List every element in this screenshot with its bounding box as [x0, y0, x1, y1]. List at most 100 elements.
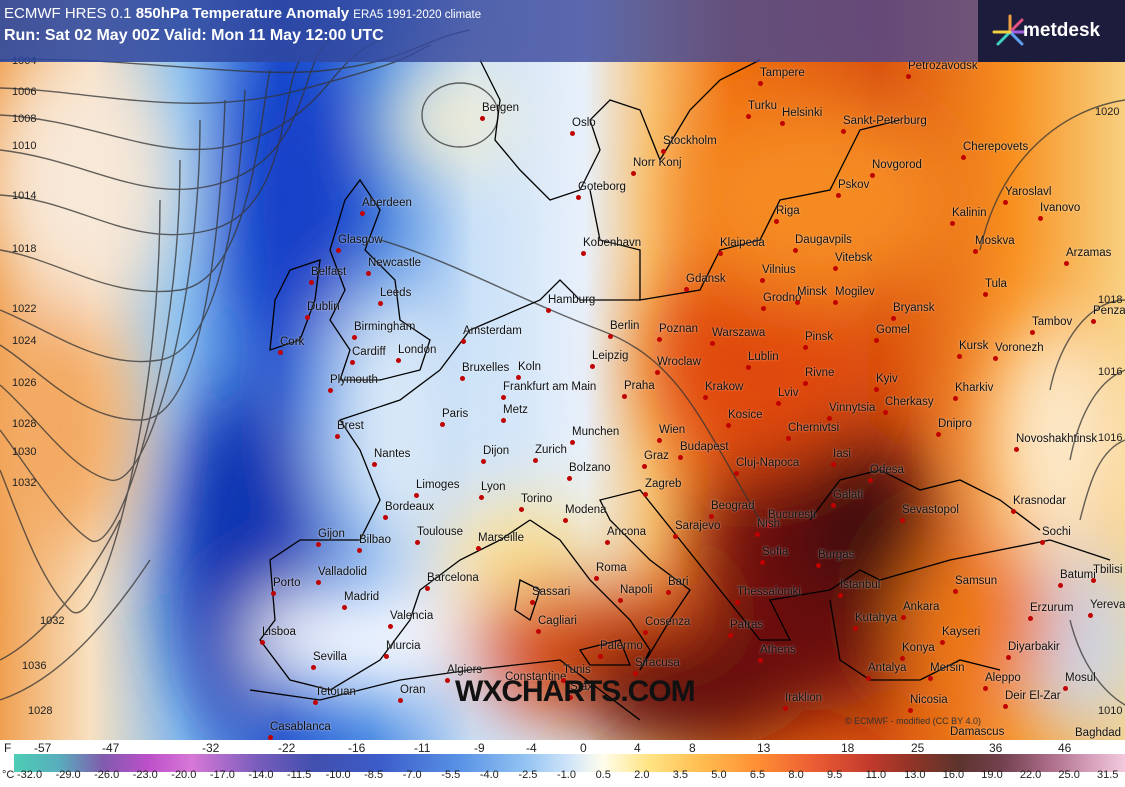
city-dot	[833, 266, 838, 271]
c-label: -4.0	[479, 769, 499, 781]
f-label: -4	[526, 741, 537, 755]
city-label: Tambov	[1032, 316, 1073, 328]
city-label: Galati	[833, 489, 864, 501]
city-label: Murcia	[386, 640, 421, 652]
city-dot	[476, 546, 481, 551]
isobar-label: 1028	[12, 418, 37, 430]
city-dot	[570, 440, 575, 445]
f-label: -47	[102, 741, 120, 755]
city-label: Graz	[644, 450, 669, 462]
c-label: 31.5	[1097, 769, 1119, 781]
city-label: Istanbul	[840, 579, 881, 591]
isobar-label: 1030	[12, 446, 37, 458]
city-dot	[795, 300, 800, 305]
map: Bergen Oslo Stockholm Norr Konj Goteborg Tamp…	[0, 0, 1125, 740]
city-label: Thessaloniki	[737, 586, 801, 598]
city-dot	[868, 478, 873, 483]
city-dot	[608, 334, 613, 339]
city-dot	[536, 629, 541, 634]
city-label: Tetouan	[315, 686, 356, 698]
c-label: -11.5	[287, 769, 312, 781]
city-dot	[961, 155, 966, 160]
f-label: 25	[911, 741, 925, 755]
city-dot	[874, 387, 879, 392]
city-label: Newcastle	[368, 257, 422, 269]
city-label: Vinnytsia	[829, 402, 876, 414]
city-dot	[853, 626, 858, 631]
city-label: Bryansk	[893, 302, 935, 314]
field: 850hPa Temperature Anomaly	[135, 5, 350, 22]
city-label: Krasnodar	[1013, 495, 1067, 507]
city-dot	[1038, 216, 1043, 221]
city-label: Kharkiv	[955, 382, 994, 394]
city-label: Tula	[985, 278, 1007, 290]
city-dot	[357, 548, 362, 553]
city-dot	[388, 624, 393, 629]
colorbar-gradient	[14, 754, 1125, 772]
city-label: Kutahya	[855, 612, 898, 624]
city-label: Wroclaw	[657, 356, 701, 368]
city-label: Iraklion	[785, 692, 823, 704]
c-label: 11.0	[865, 769, 887, 781]
city-dot	[570, 131, 575, 136]
city-label: Bordeaux	[385, 501, 435, 513]
city-dot	[735, 600, 740, 605]
city-label: Yerevan	[1090, 599, 1125, 611]
city-label: Kosice	[728, 409, 763, 421]
city-dot	[335, 434, 340, 439]
city-label: Ancona	[607, 526, 647, 538]
city-label: Beograd	[711, 500, 755, 512]
city-label: Norr Konj	[633, 157, 682, 169]
city-dot	[900, 656, 905, 661]
city-label: Napoli	[620, 584, 653, 596]
city-dot	[783, 706, 788, 711]
city-dot	[567, 476, 572, 481]
city-dot	[940, 640, 945, 645]
city-dot	[581, 251, 586, 256]
city-label: Chernivtsi	[788, 422, 840, 434]
city-dot	[516, 375, 521, 380]
city-dot	[983, 292, 988, 297]
city-dot	[841, 129, 846, 134]
city-dot	[415, 540, 420, 545]
city-label: Diyarbakir	[1008, 641, 1060, 653]
city-dot	[568, 695, 573, 700]
c-label: -14.0	[248, 769, 274, 781]
city-dot	[425, 586, 430, 591]
model: ECMWF HRES 0.1	[4, 5, 132, 22]
city-dot	[1006, 655, 1011, 660]
city-label: Madrid	[344, 591, 380, 603]
isobar-label: 1036	[22, 660, 47, 672]
city-label: Amsterdam	[463, 325, 522, 337]
city-label: Lyon	[481, 481, 506, 493]
isobar-label: 1016	[1098, 432, 1123, 444]
city-dot	[342, 605, 347, 610]
city-dot	[481, 459, 486, 464]
city-label: Zagreb	[645, 478, 682, 490]
city-dot	[666, 590, 671, 595]
city-label: Belfast	[311, 266, 347, 278]
city-label: Baghdad	[1075, 727, 1122, 739]
city-label: Iasi	[833, 448, 851, 460]
city-label: Birmingham	[354, 321, 416, 333]
city-label: Algiers	[447, 664, 483, 676]
f-label: -16	[348, 741, 366, 755]
city-label: Nicosia	[910, 694, 948, 706]
city-label: Vilnius	[762, 264, 796, 276]
city-dot	[718, 251, 723, 256]
city-label: Frankfurt am Main	[503, 381, 597, 393]
city-dot	[936, 432, 941, 437]
city-label: Klaipeda	[720, 237, 765, 249]
f-label: 8	[689, 741, 696, 755]
city-dot	[901, 615, 906, 620]
city-dot	[657, 337, 662, 342]
city-dot	[684, 287, 689, 292]
c-label: 0.5	[595, 769, 611, 781]
city-dot	[1003, 200, 1008, 205]
city-dot	[460, 376, 465, 381]
city-dot	[957, 354, 962, 359]
city-label: Leeds	[380, 287, 412, 299]
c-label: 19.0	[981, 769, 1003, 781]
f-label: 18	[841, 741, 855, 755]
c-label: 9.5	[827, 769, 843, 781]
